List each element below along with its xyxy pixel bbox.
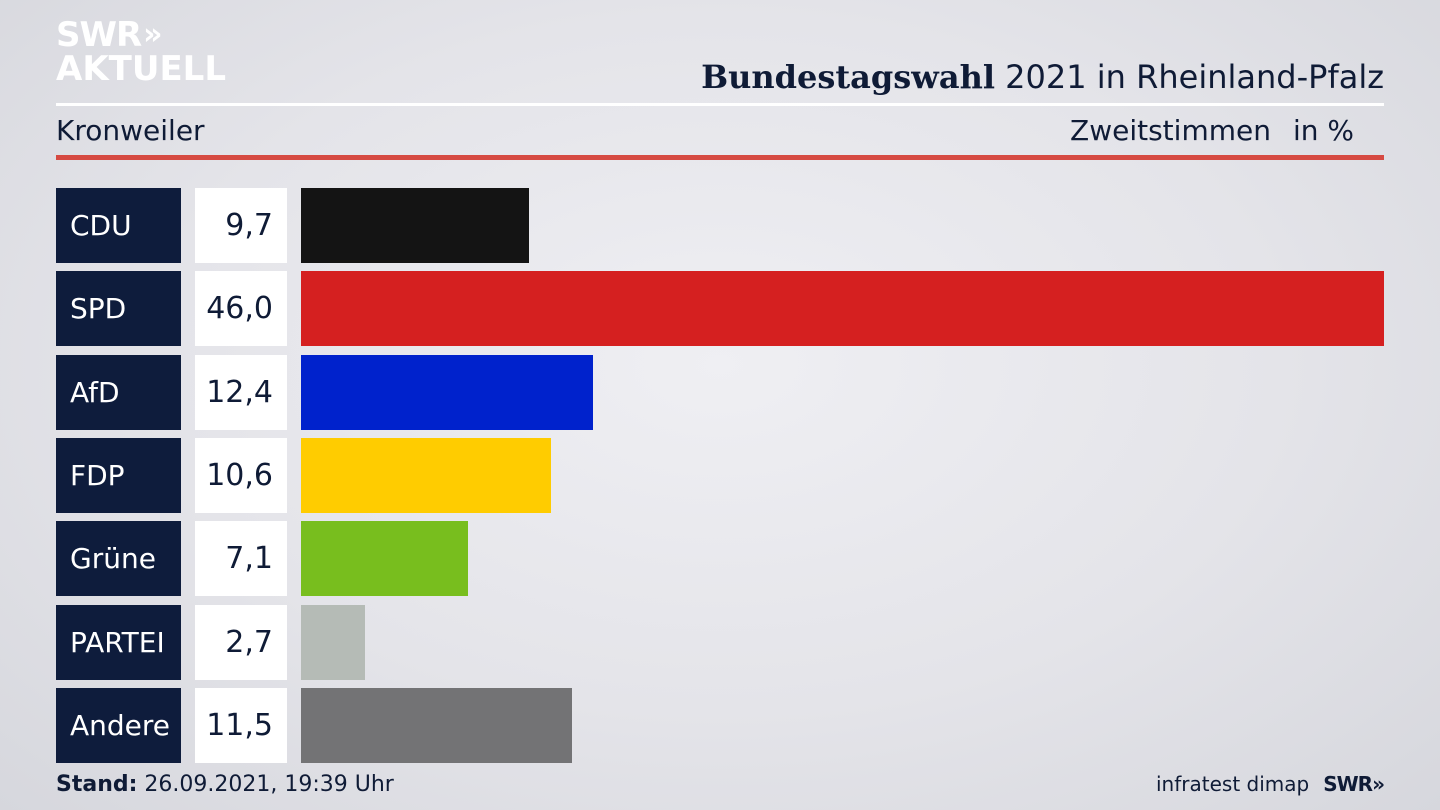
swr-aktuell-logo: SWR » AKTUELL [56,15,227,89]
value-label: 9,7 [195,188,287,263]
logo-aktuell-text: AKTUELL [56,49,227,89]
logo-chevron-icon: » [143,17,162,52]
header-divider [56,103,1384,106]
bar [301,355,593,430]
source-label: infratest dimap [1156,772,1310,796]
value-label: 12,4 [195,355,287,430]
chart-row: AfD 12,4 [56,355,1384,430]
value-label: 46,0 [195,271,287,346]
location-label: Kronweiler [56,114,205,147]
measure-label: Zweitstimmen in % [1070,114,1354,147]
logo-swr-text: SWR [56,15,142,55]
chart-row: PARTEI 2,7 [56,605,1384,680]
party-label: Grüne [56,521,181,596]
accent-divider [56,155,1384,160]
chart-row: Andere 11,5 [56,688,1384,763]
chart-row: FDP 10,6 [56,438,1384,513]
party-label: PARTEI [56,605,181,680]
vote-type-label: Zweitstimmen [1070,114,1271,147]
value-label: 10,6 [195,438,287,513]
bar [301,605,365,680]
timestamp-label: Stand: [56,772,138,797]
bar [301,188,530,263]
value-label: 11,5 [195,688,287,763]
swr-brand-logo: SWR» [1323,772,1385,796]
bar [301,438,551,513]
party-label: Andere [56,688,181,763]
value-label: 7,1 [195,521,287,596]
chart-title-rest: 2021 in Rheinland-Pfalz [1005,58,1384,96]
party-label: FDP [56,438,181,513]
party-label: SPD [56,271,181,346]
party-label: CDU [56,188,181,263]
timestamp: Stand: 26.09.2021, 19:39 Uhr [56,772,394,797]
timestamp-value: 26.09.2021, 19:39 Uhr [144,772,394,797]
unit-label: in % [1292,114,1354,147]
chart-title: Bundestagswahl 2021 in Rheinland-Pfalz [701,58,1384,96]
bar [301,688,572,763]
source-credit: infratest dimap SWR» [1156,772,1385,796]
bar [301,271,1384,346]
chart-row: Grüne 7,1 [56,521,1384,596]
value-label: 2,7 [195,605,287,680]
chart-row: CDU 9,7 [56,188,1384,263]
chart-row: SPD 46,0 [56,271,1384,346]
bar [301,521,469,596]
chart-title-bold: Bundestagswahl [701,58,995,96]
party-label: AfD [56,355,181,430]
